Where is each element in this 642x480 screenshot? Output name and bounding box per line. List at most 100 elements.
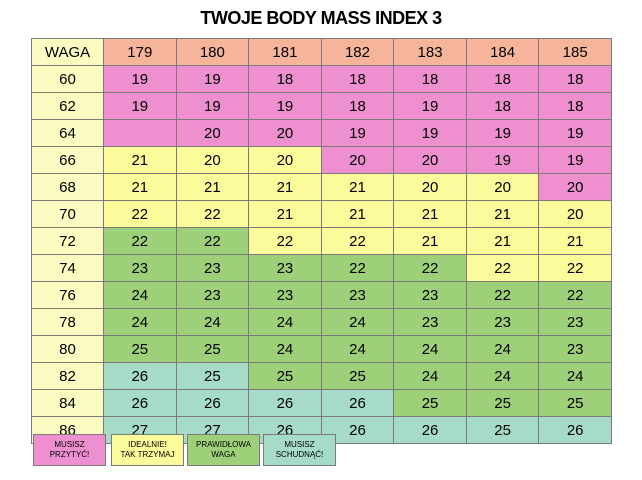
bmi-cell: 24: [538, 362, 612, 390]
bmi-cell: 18: [465, 65, 540, 93]
table-row: 68 21 21 21 21 20 20 20: [31, 173, 612, 201]
bmi-cell: 25: [175, 362, 250, 390]
bmi-cell: 18: [538, 92, 612, 120]
bmi-cell: 23: [538, 335, 612, 363]
table-row: 82 26 25 25 25 24 24 24: [31, 362, 612, 390]
bmi-cell: 21: [465, 200, 540, 228]
weight-label: 74: [31, 254, 104, 282]
table-row: 64 20 20 19 19 19 19: [31, 119, 612, 147]
table-row: 60 19 19 18 18 18 18 18: [31, 65, 612, 93]
bmi-cell: 19: [248, 92, 322, 120]
height-header: 179: [103, 38, 177, 66]
bmi-cell: 24: [175, 308, 250, 336]
table-row: 72 22 22 22 22 21 21 21: [31, 227, 612, 255]
bmi-cell: 24: [465, 335, 540, 363]
bmi-cell: 23: [320, 281, 395, 309]
bmi-cell: 18: [538, 65, 612, 93]
bmi-cell: 22: [538, 281, 612, 309]
bmi-cell: 19: [175, 92, 250, 120]
bmi-cell: 20: [248, 119, 322, 147]
legend-item: PRAWIDŁOWA WAGA: [187, 434, 260, 466]
height-header: 185: [538, 38, 612, 66]
bmi-cell: 22: [393, 254, 467, 282]
bmi-cell: 22: [320, 227, 395, 255]
bmi-cell: 26: [103, 362, 177, 390]
bmi-cell: 21: [103, 173, 177, 201]
bmi-cell: 26: [248, 389, 322, 417]
bmi-cell: 24: [103, 281, 177, 309]
bmi-cell: 18: [393, 65, 467, 93]
bmi-cell: 25: [175, 335, 250, 363]
bmi-cell: 20: [393, 146, 467, 174]
table-row: 76 24 23 23 23 23 22 22: [31, 281, 612, 309]
bmi-cell: 25: [465, 416, 540, 444]
bmi-cell: 20: [175, 119, 250, 147]
bmi-cell: 22: [320, 254, 395, 282]
bmi-cell: 19: [465, 119, 540, 147]
bmi-cell: 24: [248, 335, 322, 363]
bmi-cell: 24: [393, 335, 467, 363]
bmi-cell: 20: [320, 146, 395, 174]
bmi-cell: 21: [248, 173, 322, 201]
header-row: WAGA 179 180 181 182 183 184 185: [31, 38, 612, 66]
bmi-cell: 19: [103, 92, 177, 120]
table-row: 62 19 19 19 18 19 18 18: [31, 92, 612, 120]
bmi-table-container: WAGA 179 180 181 182 183 184 185 60 19 19 1…: [31, 38, 612, 444]
weight-label: 76: [31, 281, 104, 309]
height-header: 180: [175, 38, 250, 66]
bmi-cell: 19: [103, 65, 177, 93]
weight-label: 70: [31, 200, 104, 228]
weight-label: 78: [31, 308, 104, 336]
height-header: 182: [320, 38, 395, 66]
bmi-cell: 25: [248, 362, 322, 390]
bmi-cell: 21: [393, 200, 467, 228]
bmi-cell: 24: [465, 362, 540, 390]
corner-label: WAGA: [31, 38, 104, 66]
weight-label: 80: [31, 335, 104, 363]
bmi-cell: [103, 119, 177, 147]
bmi-cell: 19: [393, 92, 467, 120]
bmi-cell: 21: [393, 227, 467, 255]
bmi-cell: 26: [538, 416, 612, 444]
bmi-cell: 19: [465, 146, 540, 174]
bmi-cell: 22: [103, 227, 177, 255]
bmi-cell: 19: [538, 119, 612, 147]
bmi-cell: 19: [175, 65, 250, 93]
bmi-cell: 21: [320, 200, 395, 228]
bmi-cell: 23: [248, 254, 322, 282]
bmi-cell: 20: [538, 173, 612, 201]
bmi-cell: 23: [393, 281, 467, 309]
bmi-cell: 19: [393, 119, 467, 147]
bmi-cell: 23: [465, 308, 540, 336]
bmi-cell: 25: [103, 335, 177, 363]
bmi-cell: 26: [393, 416, 467, 444]
bmi-cell: 21: [320, 173, 395, 201]
bmi-cell: 18: [320, 65, 395, 93]
height-header: 183: [393, 38, 467, 66]
bmi-cell: 21: [248, 200, 322, 228]
bmi-cell: 24: [320, 335, 395, 363]
table-row: 80 25 25 24 24 24 24 23: [31, 335, 612, 363]
legend-item: IDEALNIE! TAK TRZYMAJ: [111, 434, 184, 466]
legend-item: MUSISZ PRZYTYĆ!: [33, 434, 106, 466]
weight-label: 68: [31, 173, 104, 201]
bmi-cell: 24: [320, 308, 395, 336]
bmi-cell: 22: [103, 200, 177, 228]
weight-label: 72: [31, 227, 104, 255]
bmi-cell: 22: [465, 281, 540, 309]
bmi-cell: 18: [248, 65, 322, 93]
table-row: 70 22 22 21 21 21 21 20: [31, 200, 612, 228]
bmi-cell: 22: [248, 227, 322, 255]
bmi-cell: 18: [465, 92, 540, 120]
bmi-cell: 26: [175, 389, 250, 417]
weight-label: 66: [31, 146, 104, 174]
bmi-cell: 25: [320, 362, 395, 390]
weight-label: 64: [31, 119, 104, 147]
bmi-cell: 25: [393, 389, 467, 417]
bmi-cell: 22: [175, 227, 250, 255]
bmi-cell: 20: [175, 146, 250, 174]
table-row: 74 23 23 23 22 22 22 22: [31, 254, 612, 282]
weight-label: 60: [31, 65, 104, 93]
bmi-cell: 23: [248, 281, 322, 309]
bmi-table: WAGA 179 180 181 182 183 184 185 60 19 19 1…: [31, 38, 612, 444]
